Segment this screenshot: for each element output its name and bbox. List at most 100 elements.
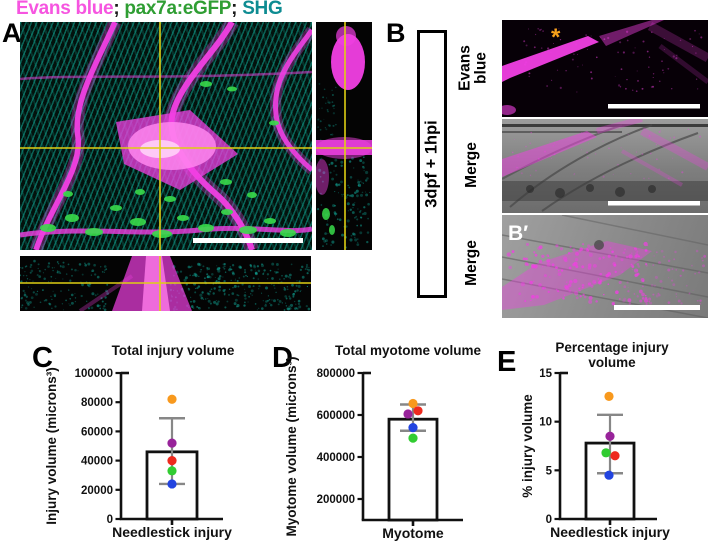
speckle-dot [581, 243, 585, 246]
speckle-dot [184, 276, 188, 280]
speckle-dot [234, 298, 238, 302]
speckle-dot [530, 131, 532, 134]
speckle-dot [692, 289, 694, 291]
speckle-dot [52, 269, 54, 272]
chart-total-injury-volume: Total injury volume Injury volume (micron… [30, 338, 262, 544]
speckle-dot [559, 247, 564, 251]
speckle-dot [676, 54, 678, 57]
speckle-dot [294, 300, 296, 303]
pax7a-cells [40, 81, 296, 238]
speckle-dot [21, 296, 23, 298]
speckle-dot [69, 279, 72, 282]
speckle-dot [590, 77, 593, 80]
speckle-dot [59, 272, 62, 275]
speckle-dot [661, 60, 663, 63]
speckle-dot [296, 280, 298, 282]
y-axis-label: % injury volume [520, 394, 535, 498]
speckle-dot [602, 256, 605, 259]
speckle-dot [669, 137, 672, 139]
speckle-dot [634, 254, 638, 259]
speckle-dot [106, 290, 108, 292]
speckle-dot [630, 173, 632, 175]
chart-title: Total myotome volume [335, 343, 482, 358]
pax7a-cell [130, 218, 146, 226]
speckle-dot [300, 290, 302, 292]
speckle-dot [520, 282, 525, 287]
speckle-dot [575, 265, 579, 269]
speckle-dot [573, 278, 578, 284]
speckle-dot [319, 120, 322, 123]
speckle-dot [526, 263, 530, 266]
speckle-dot [674, 250, 677, 254]
speckle-dot [231, 292, 235, 295]
speckle-dot [226, 300, 229, 303]
speckle-dot [532, 280, 535, 283]
speckle-dot [622, 299, 626, 303]
speckle-dot [362, 182, 364, 184]
speckle-dot [562, 297, 565, 300]
speckle-dot [663, 49, 665, 51]
speckle-dot [248, 285, 251, 288]
speckle-dot [254, 269, 256, 271]
speckle-dot [271, 283, 273, 285]
notochord-band [502, 181, 708, 201]
speckle-dot [362, 161, 365, 164]
speckle-dot [223, 292, 226, 295]
speckle-dot [185, 283, 188, 286]
row-label-merge-2: Merge [462, 240, 480, 286]
speckle-dot [54, 305, 57, 308]
speckle-dot [362, 166, 365, 169]
speckle-dot [576, 91, 578, 93]
speckle-dot [305, 263, 309, 267]
speckle-dot [65, 299, 67, 302]
speckle-dot [650, 284, 654, 287]
speckle-dot [636, 70, 638, 72]
speckle-dot [287, 275, 290, 278]
speckle-dot [648, 66, 650, 68]
speckle-dot [223, 263, 226, 266]
speckle-dot [278, 299, 282, 303]
speckle-dot [236, 305, 238, 308]
speckle-dot [624, 252, 626, 254]
speckle-dot [640, 277, 645, 282]
speckle-dot [285, 297, 288, 300]
dye-streak [502, 131, 597, 177]
y-tick-label: 5 [546, 465, 553, 477]
speckle-dot [369, 191, 371, 193]
speckle-dot [357, 241, 359, 244]
speckle-dot [631, 89, 634, 91]
speckle-dot [627, 298, 632, 303]
y-tick-label: 800000 [317, 368, 355, 380]
speckle-dot [365, 193, 369, 197]
speckle-dot [556, 69, 559, 71]
speckle-dot [247, 301, 249, 303]
speckle-dot [56, 261, 59, 263]
speckle-dot [223, 265, 226, 268]
speckle-dot [43, 277, 46, 280]
speckle-dot [617, 84, 621, 87]
speckle-dot [236, 304, 240, 308]
speckle-dot [592, 263, 597, 268]
data-point [403, 409, 413, 419]
speckle-dot [103, 305, 106, 308]
speckle-dot [543, 274, 547, 278]
speckle-dot [288, 305, 291, 308]
timepoint-box: 3dpf + 1hpi [417, 30, 447, 298]
speckle-dot [243, 304, 246, 307]
speckle-dot [659, 129, 661, 131]
speckle-dot [74, 300, 77, 303]
pax7a-cell [280, 229, 296, 237]
speckle-dot [232, 272, 235, 276]
speckle-dot [660, 249, 664, 253]
speckle-dot [597, 278, 600, 280]
speckle-dot [347, 210, 350, 212]
speckle-dot [362, 213, 364, 215]
speckle-dot [654, 275, 658, 279]
chart-percentage-injury-volume: Percentage injury volume % injury volume 0 5… [493, 338, 708, 544]
speckle-dot [365, 191, 367, 193]
speckle-dot [582, 293, 585, 296]
pax7a-cell [65, 214, 79, 222]
speckle-dot [305, 265, 308, 269]
speckle-dot [29, 278, 31, 281]
speckle-dot [284, 274, 288, 278]
